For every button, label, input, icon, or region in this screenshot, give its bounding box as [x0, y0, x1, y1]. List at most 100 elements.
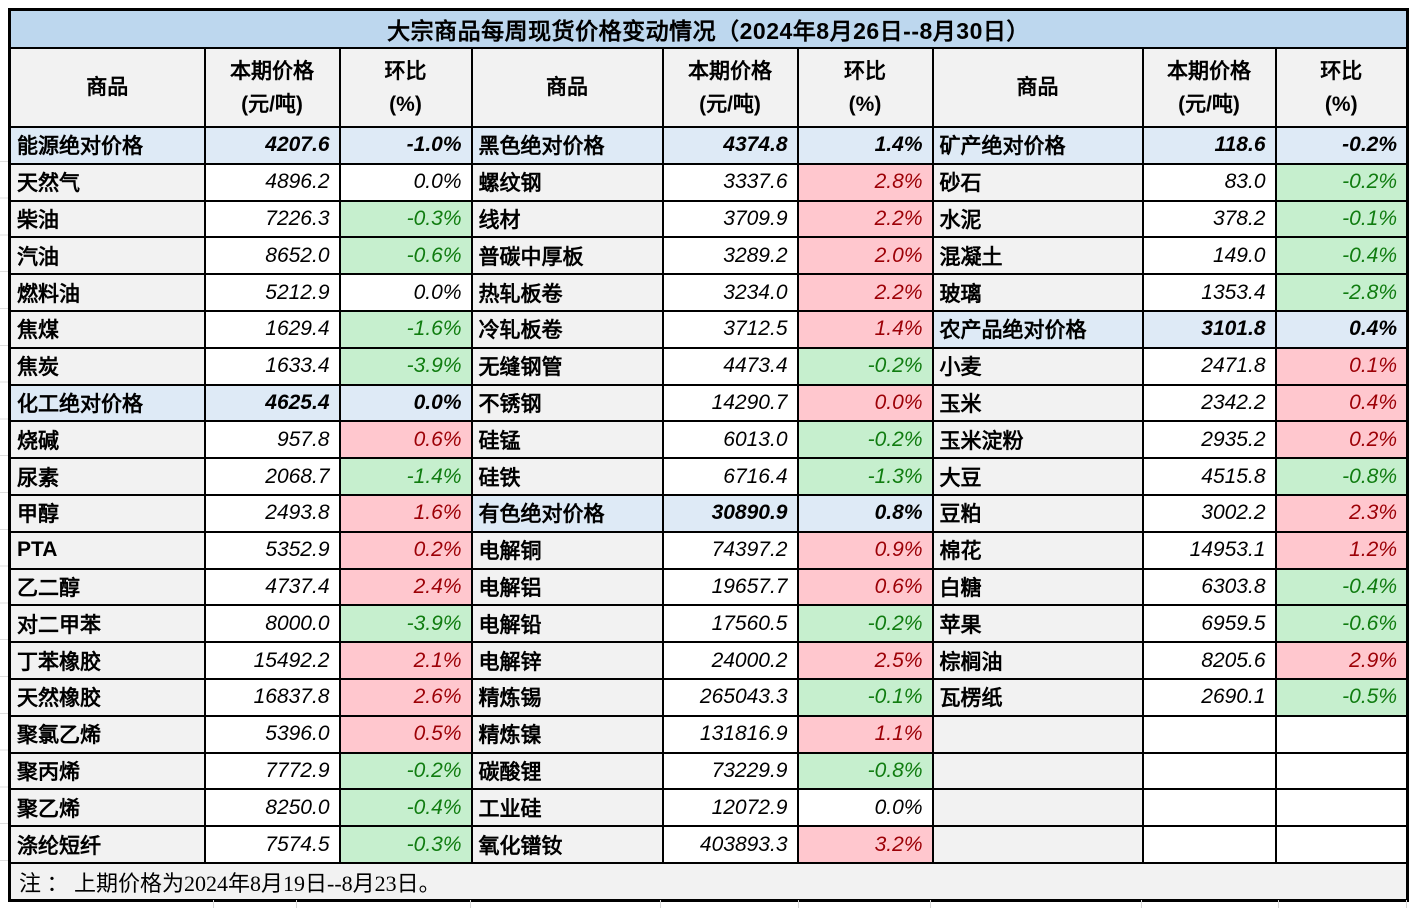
price-cell[interactable]: 14953.1 [1141, 530, 1277, 570]
price-cell[interactable]: 3712.5 [661, 309, 799, 349]
price-cell[interactable]: 8000.0 [203, 604, 341, 644]
pct-cell[interactable]: -0.2% [338, 751, 473, 791]
pct-cell[interactable]: -0.2% [1274, 126, 1409, 165]
price-cell[interactable]: 3289.2 [661, 236, 799, 276]
pct-cell[interactable]: -0.2% [796, 420, 934, 460]
pct-cell[interactable]: -0.2% [1274, 162, 1409, 202]
pct-cell[interactable]: 0.0% [338, 383, 473, 423]
pct-cell[interactable]: 0.0% [796, 788, 934, 828]
commodity-name-cell[interactable]: 小麦 [931, 346, 1144, 386]
pct-cell[interactable]: -0.4% [338, 788, 473, 828]
commodity-name-cell[interactable]: 聚乙烯 [8, 788, 206, 828]
commodity-name-cell[interactable]: 砂石 [931, 162, 1144, 202]
page-title[interactable]: 大宗商品每周现货价格变动情况（2024年8月26日--8月30日） [8, 8, 1409, 49]
pct-cell[interactable]: 2.3% [1274, 493, 1409, 533]
commodity-name-cell[interactable]: 电解铅 [470, 604, 664, 644]
price-cell[interactable]: 8652.0 [203, 236, 341, 276]
pct-cell[interactable]: -0.1% [796, 677, 934, 717]
price-cell[interactable]: 6716.4 [661, 457, 799, 496]
price-cell[interactable]: 4625.4 [203, 383, 341, 423]
pct-cell[interactable]: 0.9% [796, 530, 934, 570]
commodity-name-cell[interactable]: 大豆 [931, 457, 1144, 496]
commodity-name-cell[interactable]: 瓦楞纸 [931, 677, 1144, 717]
price-cell[interactable] [1141, 825, 1277, 864]
header-commodity-3[interactable]: 商品 [931, 47, 1144, 128]
pct-cell[interactable]: -0.4% [1274, 567, 1409, 607]
pct-cell[interactable]: 1.2% [1274, 530, 1409, 570]
commodity-name-cell[interactable]: 棕榈油 [931, 641, 1144, 680]
pct-cell[interactable]: 0.8% [796, 493, 934, 533]
commodity-name-cell[interactable]: 精炼镍 [470, 714, 664, 754]
commodity-name-cell[interactable]: 普碳中厚板 [470, 236, 664, 276]
price-cell[interactable]: 5352.9 [203, 530, 341, 570]
pct-cell[interactable] [1274, 751, 1409, 791]
price-cell[interactable]: 1633.4 [203, 346, 341, 386]
pct-cell[interactable]: 0.4% [1274, 309, 1409, 349]
pct-cell[interactable] [1274, 788, 1409, 828]
commodity-name-cell[interactable]: 能源绝对价格 [8, 126, 206, 165]
commodity-name-cell[interactable]: 硅锰 [470, 420, 664, 460]
header-pct-1[interactable]: 环比 (%) [338, 47, 473, 128]
commodity-name-cell[interactable]: 农产品绝对价格 [931, 309, 1144, 349]
pct-cell[interactable] [1274, 714, 1409, 754]
pct-cell[interactable]: 2.1% [338, 641, 473, 680]
pct-cell[interactable]: 1.1% [796, 714, 934, 754]
commodity-name-cell[interactable]: 黑色绝对价格 [470, 126, 664, 165]
commodity-name-cell[interactable]: 水泥 [931, 199, 1144, 239]
commodity-name-cell[interactable]: 白糖 [931, 567, 1144, 607]
price-cell[interactable]: 5212.9 [203, 273, 341, 312]
price-cell[interactable]: 2690.1 [1141, 677, 1277, 717]
commodity-name-cell[interactable]: 天然气 [8, 162, 206, 202]
pct-cell[interactable]: -0.8% [1274, 457, 1409, 496]
commodity-name-cell[interactable]: 工业硅 [470, 788, 664, 828]
price-cell[interactable]: 3234.0 [661, 273, 799, 312]
commodity-name-cell[interactable]: 豆粕 [931, 493, 1144, 533]
pct-cell[interactable]: -0.2% [796, 346, 934, 386]
commodity-name-cell[interactable]: 线材 [470, 199, 664, 239]
header-price-2[interactable]: 本期价格 (元/吨) [661, 47, 799, 128]
pct-cell[interactable]: -3.9% [338, 346, 473, 386]
commodity-name-cell[interactable]: 焦煤 [8, 309, 206, 349]
commodity-name-cell[interactable]: 矿产绝对价格 [931, 126, 1144, 165]
commodity-name-cell[interactable]: 聚丙烯 [8, 751, 206, 791]
price-cell[interactable]: 8205.6 [1141, 641, 1277, 680]
price-cell[interactable] [1141, 714, 1277, 754]
commodity-name-cell[interactable]: 玉米 [931, 383, 1144, 423]
pct-cell[interactable]: -0.6% [1274, 604, 1409, 644]
pct-cell[interactable]: 2.0% [796, 236, 934, 276]
price-cell[interactable]: 12072.9 [661, 788, 799, 828]
price-cell[interactable]: 3709.9 [661, 199, 799, 239]
commodity-name-cell[interactable]: 不锈钢 [470, 383, 664, 423]
commodity-name-cell[interactable]: 丁苯橡胶 [8, 641, 206, 680]
commodity-name-cell[interactable]: 天然橡胶 [8, 677, 206, 717]
pct-cell[interactable]: 0.2% [1274, 420, 1409, 460]
commodity-name-cell[interactable]: 电解铝 [470, 567, 664, 607]
price-cell[interactable]: 83.0 [1141, 162, 1277, 202]
pct-cell[interactable]: 0.5% [338, 714, 473, 754]
header-price-1[interactable]: 本期价格 (元/吨) [203, 47, 341, 128]
commodity-name-cell[interactable]: 电解铜 [470, 530, 664, 570]
price-cell[interactable]: 7772.9 [203, 751, 341, 791]
pct-cell[interactable] [1274, 825, 1409, 864]
commodity-name-cell[interactable] [931, 751, 1144, 791]
pct-cell[interactable]: 0.0% [338, 273, 473, 312]
pct-cell[interactable]: 0.0% [338, 162, 473, 202]
commodity-name-cell[interactable]: 混凝土 [931, 236, 1144, 276]
pct-cell[interactable]: 3.2% [796, 825, 934, 864]
pct-cell[interactable]: 2.6% [338, 677, 473, 717]
commodity-name-cell[interactable]: 无缝钢管 [470, 346, 664, 386]
pct-cell[interactable]: -0.6% [338, 236, 473, 276]
price-cell[interactable]: 6013.0 [661, 420, 799, 460]
price-cell[interactable]: 3002.2 [1141, 493, 1277, 533]
pct-cell[interactable]: -1.6% [338, 309, 473, 349]
price-cell[interactable]: 957.8 [203, 420, 341, 460]
commodity-name-cell[interactable]: 热轧板卷 [470, 273, 664, 312]
price-cell[interactable] [1141, 751, 1277, 791]
pct-cell[interactable]: 0.1% [1274, 346, 1409, 386]
price-cell[interactable]: 265043.3 [661, 677, 799, 717]
commodity-name-cell[interactable]: 螺纹钢 [470, 162, 664, 202]
pct-cell[interactable]: -2.8% [1274, 273, 1409, 312]
commodity-name-cell[interactable]: 燃料油 [8, 273, 206, 312]
pct-cell[interactable]: 1.6% [338, 493, 473, 533]
header-commodity-2[interactable]: 商品 [470, 47, 664, 128]
